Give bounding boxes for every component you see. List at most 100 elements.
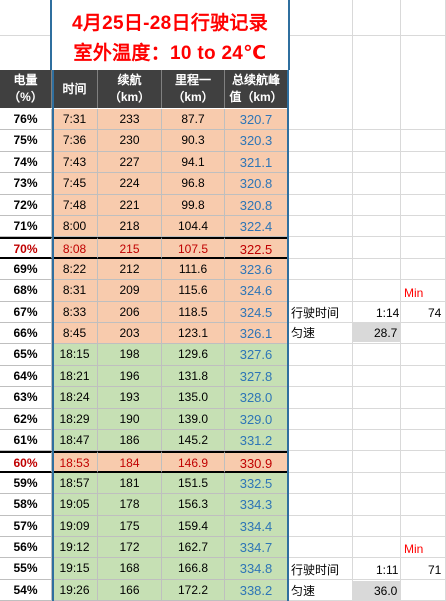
title-line-1: 4月25日-28日行驶记录 [71,13,269,34]
drive-time-value-1: 1:14 [376,306,400,320]
grid-line [288,386,446,388]
battery-cell: 69% [0,258,52,281]
table-row: 57% 19:09 175 159.4 334.4 [0,515,288,537]
grid-line [288,150,446,152]
mileage-cell: 145.2 [162,430,225,452]
battery-cell: 62% [0,408,52,430]
total-cell: 334.4 [225,515,288,537]
total-cell: 332.5 [225,472,288,495]
time-cell: 18:29 [52,408,98,430]
total-cell: 324.5 [225,301,288,323]
total-cell: 334.8 [225,558,288,580]
mileage-cell: 104.4 [162,216,225,238]
table-row: 73% 7:45 224 96.8 320.8 [0,173,288,195]
table-row: 66% 8:45 203 123.1 326.1 [0,323,288,345]
battery-cell: 65% [0,344,52,366]
mileage-cell: 87.7 [162,109,225,131]
grid-line [288,343,446,345]
range-cell: 196 [98,365,162,388]
time-cell: 8:45 [52,323,98,345]
time-cell: 8:33 [52,301,98,323]
table-row: 68% 8:31 209 115.6 324.6 [0,280,288,302]
time-cell: 18:24 [52,387,98,409]
mileage-cell: 139.0 [162,408,225,430]
battery-cell: 64% [0,365,52,388]
time-cell: 18:53 [52,451,98,473]
time-cell: 8:00 [52,216,98,238]
range-cell: 203 [98,323,162,345]
table-row: 69% 8:22 212 111.6 323.6 [0,258,288,281]
drive-minutes-2: 71 [428,563,442,577]
time-cell: 7:36 [52,130,98,152]
mileage-cell: 162.7 [162,537,225,559]
battery-cell: 54% [0,579,52,601]
table-row: 70% 8:08 215 107.5 322.5 [0,237,288,259]
range-cell: 209 [98,280,162,302]
total-cell: 320.8 [225,194,288,216]
avg-speed-label-1: 匀速 [291,326,316,340]
range-cell: 215 [98,237,162,259]
table-row: 74% 7:43 227 94.1 321.1 [0,151,288,174]
grid-line [288,514,446,516]
table-row: 65% 18:15 198 129.6 327.6 [0,344,288,366]
table-row: 71% 8:00 218 104.4 322.4 [0,216,288,238]
range-cell: 178 [98,494,162,516]
range-cell: 184 [98,451,162,473]
time-cell: 7:43 [52,151,98,174]
range-cell: 172 [98,537,162,559]
battery-cell: 56% [0,537,52,559]
battery-cell: 70% [0,237,52,259]
column-divider [287,70,289,601]
total-cell: 326.1 [225,323,288,345]
grid-line [288,257,446,259]
mileage-cell: 166.8 [162,558,225,580]
battery-cell: 71% [0,216,52,238]
avg-speed-label-2: 匀速 [291,584,316,598]
range-cell: 218 [98,216,162,238]
table-row: 55% 19:15 168 166.8 334.8 [0,558,288,580]
grid-line [288,557,446,559]
mileage-cell: 118.5 [162,301,225,323]
battery-cell: 75% [0,130,52,152]
mileage-cell: 151.5 [162,472,225,495]
total-cell: 320.7 [225,109,288,131]
title-line-2: 室外温度：10 to 24℃ [73,43,267,64]
table-row: 75% 7:36 230 90.3 320.3 [0,130,288,152]
table-row: 60% 18:53 184 146.9 330.9 [0,451,288,473]
time-cell: 19:12 [52,537,98,559]
range-cell: 190 [98,408,162,430]
total-cell: 338.2 [225,579,288,601]
range-cell: 227 [98,151,162,174]
time-cell: 7:45 [52,173,98,195]
time-cell: 19:05 [52,494,98,516]
mileage-cell: 159.4 [162,515,225,537]
battery-cell: 68% [0,280,52,302]
mileage-cell: 146.9 [162,451,225,473]
mileage-cell: 115.6 [162,280,225,302]
time-cell: 8:22 [52,258,98,281]
grid-line [288,450,446,452]
table-row: 67% 8:33 206 118.5 324.5 [0,301,288,323]
range-cell: 166 [98,579,162,601]
mileage-cell: 90.3 [162,130,225,152]
min-label-1: Min [404,286,424,300]
battery-cell: 73% [0,173,52,195]
range-cell: 193 [98,387,162,409]
grid-line [288,429,446,430]
column-divider [52,70,54,601]
total-cell: 328.0 [225,387,288,409]
range-cell: 212 [98,258,162,281]
mileage-cell: 131.8 [162,365,225,388]
drive-time-label-1: 行驶时间 [291,306,340,320]
grid-line [288,129,446,131]
total-cell: 330.9 [225,451,288,473]
battery-cell: 74% [0,151,52,174]
drive-minutes-1: 74 [428,306,442,320]
grid-line [288,300,446,302]
total-cell: 322.5 [225,237,288,259]
drive-time-value-2: 1:11 [376,563,399,577]
min-label-2: Min [404,542,424,556]
mileage-cell: 172.2 [162,579,225,601]
grid-line [400,0,401,601]
mileage-cell: 156.3 [162,494,225,516]
